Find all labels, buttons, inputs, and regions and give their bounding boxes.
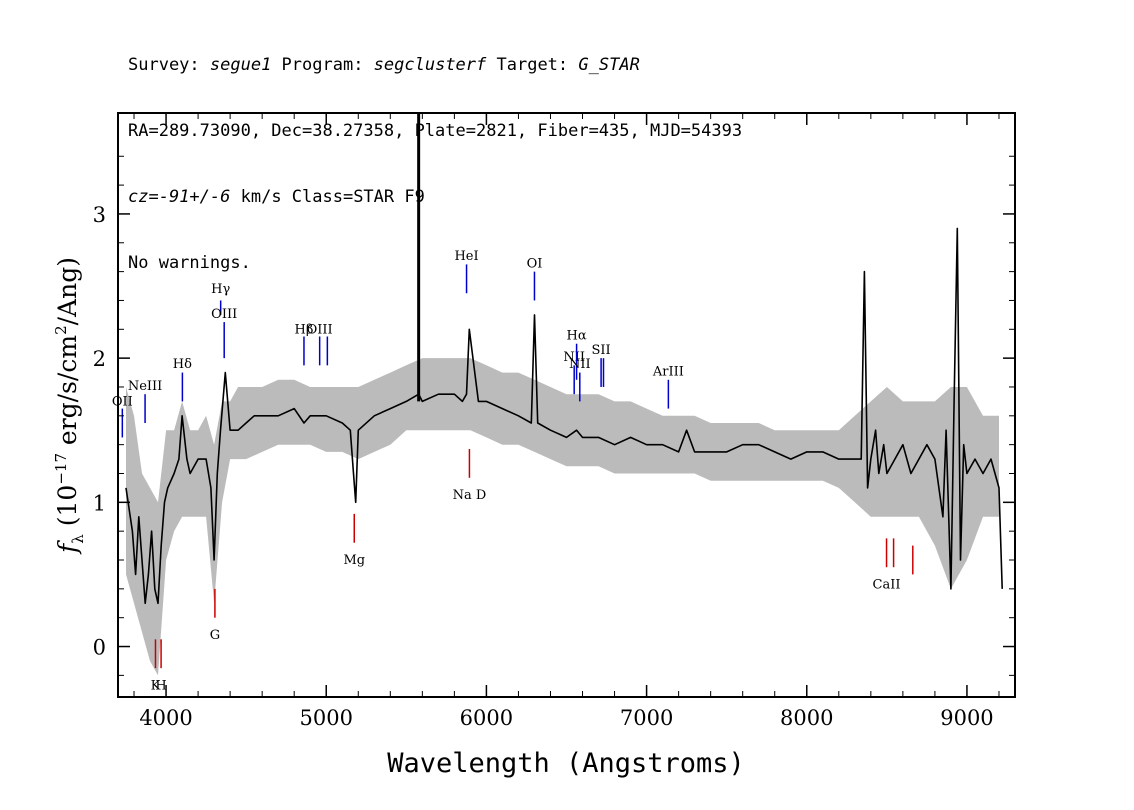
cz-value: -91+/-6 — [158, 187, 231, 207]
flux-layer — [125, 113, 1003, 605]
line-marker-label: OIII — [211, 307, 237, 322]
y-tick-label: 3 — [93, 203, 106, 227]
y-tick-label: 2 — [93, 347, 106, 371]
line-marker-label: NeIII — [128, 379, 162, 394]
line-marker-label: ArIII — [652, 364, 684, 379]
y-label-close: /Ang) — [53, 257, 82, 325]
line-marker-label: Na D — [453, 488, 487, 503]
program-value: segclusterf — [373, 55, 487, 75]
y-label-exp1: −17 — [52, 453, 70, 485]
line-marker-label: Hδ — [173, 357, 192, 372]
line-marker-label: Hα — [567, 328, 587, 343]
header-line-survey: Survey: segue1 Program: segclusterf Targ… — [128, 54, 742, 76]
line-marker-label: NII — [563, 350, 585, 365]
error-band — [126, 358, 999, 676]
target-label: Target: — [486, 55, 579, 75]
x-axis-label: Wavelength (Angstroms) — [387, 748, 745, 779]
x-tick-label: 5000 — [300, 706, 353, 730]
line-marker-label: OI — [527, 256, 543, 271]
survey-value: segue1 — [209, 55, 272, 75]
line-marker-label: G — [210, 628, 220, 643]
y-label-open: (10 — [53, 485, 82, 535]
line-marker-label: SII — [592, 343, 611, 358]
line-marker-label: HeI — [454, 249, 478, 264]
y-tick-label: 0 — [93, 636, 106, 660]
tick-layer: 4000 5000 6000 7000 8000 9000 0 1 2 3 — [93, 113, 1015, 730]
y-axis-label: fλ (10−17 erg/s/cm2/Ang) — [52, 257, 87, 555]
header-line-warnings: No warnings. — [128, 253, 251, 273]
cz-rest: km/s Class=STAR F9 — [230, 187, 425, 207]
program-label: Program: — [271, 55, 374, 75]
line-marker-label: CaII — [873, 577, 901, 592]
target-value: G_STAR — [578, 55, 640, 75]
line-marker-label: Hγ — [211, 282, 230, 297]
line-marker-label: H — [155, 678, 166, 693]
y-label-f: f — [53, 540, 82, 555]
line-marker-label: Mg — [343, 553, 365, 568]
line-marker-label: OII — [112, 395, 133, 410]
survey-label: Survey: — [128, 55, 210, 75]
x-tick-label: 9000 — [940, 706, 993, 730]
x-tick-label: 7000 — [620, 706, 673, 730]
flux-line — [125, 227, 1003, 605]
y-label-mid: erg/s/cm — [53, 335, 82, 453]
line-marker-label: NII — [569, 357, 591, 372]
line-marker-label: Hβ — [295, 323, 314, 338]
header-line-coordinates: RA=289.73090, Dec=38.27358, Plate=2821, … — [128, 121, 743, 141]
y-tick-label: 1 — [93, 491, 106, 515]
spectrum-header: Survey: segue1 Program: segclusterf Targ… — [128, 10, 742, 296]
header-line-redshift: cz=-91+/-6 km/s Class=STAR F9 — [128, 186, 742, 208]
line-marker-label: OIII — [307, 323, 333, 338]
plot-frame — [117, 112, 1016, 698]
cz-label: cz= — [128, 187, 159, 207]
y-label-exp2: 2 — [52, 325, 70, 335]
y-label-lambda: λ — [69, 534, 87, 544]
x-tick-label: 6000 — [460, 706, 513, 730]
x-tick-label: 4000 — [139, 706, 192, 730]
x-tick-label: 8000 — [780, 706, 833, 730]
line-marker-label: K — [151, 678, 161, 693]
error-band-layer — [126, 358, 999, 676]
